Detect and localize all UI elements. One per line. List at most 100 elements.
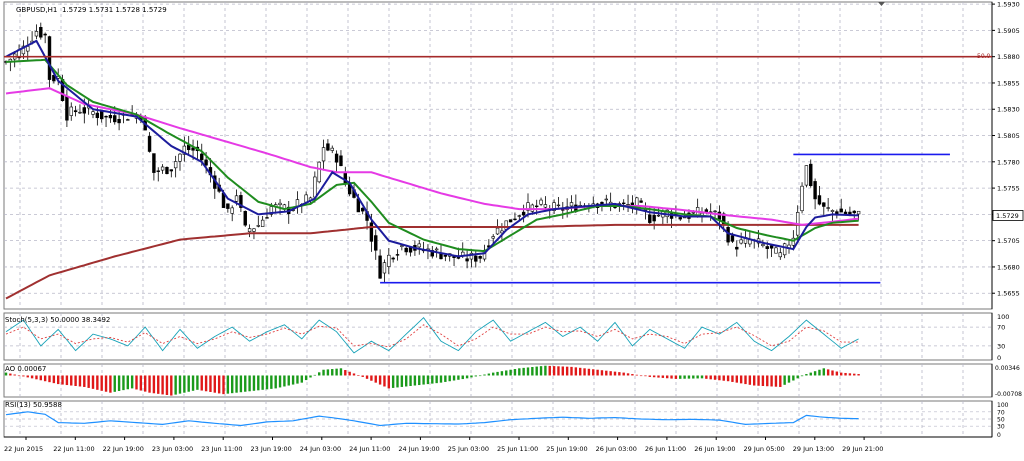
candle-bear[interactable]: [73, 110, 78, 113]
ac-bar[interactable]: [65, 375, 69, 386]
ac-bar[interactable]: [770, 375, 773, 387]
ac-bar[interactable]: [252, 375, 256, 391]
candle-bull[interactable]: [182, 145, 187, 155]
ac-bar[interactable]: [226, 375, 230, 394]
ac-bar[interactable]: [78, 375, 82, 387]
candle-bull[interactable]: [178, 153, 182, 162]
stochastic-plot[interactable]: [5, 317, 859, 354]
ac-bar[interactable]: [152, 375, 156, 394]
ac-bar[interactable]: [526, 367, 530, 376]
ac-bar[interactable]: [822, 368, 825, 376]
ac-bar[interactable]: [326, 369, 330, 376]
ac-bar[interactable]: [626, 373, 630, 376]
ac-bar[interactable]: [639, 375, 643, 377]
ac-bar[interactable]: [170, 375, 173, 396]
candle-bear[interactable]: [765, 246, 769, 249]
candle-bear[interactable]: [843, 211, 848, 215]
ac-bar[interactable]: [809, 372, 812, 376]
ac-bar[interactable]: [557, 366, 560, 376]
ac-bar[interactable]: [91, 375, 95, 389]
ac-bar[interactable]: [474, 375, 477, 377]
candle-bull[interactable]: [800, 185, 804, 212]
ac-bar[interactable]: [161, 375, 164, 395]
candle-bear[interactable]: [43, 33, 47, 36]
candle-bull[interactable]: [269, 206, 274, 215]
ac-bar[interactable]: [674, 375, 678, 379]
ac-bar[interactable]: [405, 375, 408, 387]
candle-bear[interactable]: [52, 74, 56, 82]
ac-bar[interactable]: [144, 375, 147, 392]
candle-bull[interactable]: [234, 195, 239, 202]
candle-bear[interactable]: [639, 200, 643, 203]
candle-bull[interactable]: [804, 165, 809, 186]
ac-bar[interactable]: [496, 371, 499, 376]
ac-bar[interactable]: [726, 375, 730, 382]
ac-bar[interactable]: [492, 372, 495, 376]
ac-bar[interactable]: [217, 375, 221, 394]
ac-bar[interactable]: [87, 375, 90, 388]
candle-bear[interactable]: [226, 203, 230, 209]
ac-bar[interactable]: [696, 375, 699, 379]
candle-bear[interactable]: [369, 222, 374, 242]
ac-bar[interactable]: [165, 375, 169, 395]
ac-bar[interactable]: [692, 375, 695, 379]
ac-bar[interactable]: [130, 375, 134, 389]
ac-bar[interactable]: [239, 375, 243, 393]
ac-bar[interactable]: [844, 372, 847, 376]
candle-bull[interactable]: [252, 228, 256, 232]
ac-bar[interactable]: [270, 375, 273, 389]
ac-bar[interactable]: [548, 365, 551, 376]
candle-bear[interactable]: [100, 110, 104, 120]
candle-bear[interactable]: [726, 226, 730, 243]
ac-bar[interactable]: [609, 371, 612, 376]
ac-bar[interactable]: [9, 373, 12, 376]
ac-bar[interactable]: [587, 368, 591, 376]
candle-bull[interactable]: [526, 202, 530, 211]
ac-bar[interactable]: [248, 375, 251, 392]
ac-bar[interactable]: [452, 375, 456, 381]
ac-bar[interactable]: [600, 370, 604, 376]
candle-bear[interactable]: [243, 211, 247, 226]
ac-bar[interactable]: [35, 375, 38, 380]
ac-bar[interactable]: [757, 375, 760, 386]
ac-bar[interactable]: [200, 375, 203, 391]
ac-bar[interactable]: [122, 375, 125, 391]
ac-bar[interactable]: [74, 375, 77, 386]
ac-bar[interactable]: [61, 375, 64, 385]
ema-mid-line[interactable]: [5, 58, 859, 253]
candle-bull[interactable]: [856, 210, 861, 215]
ac-bar[interactable]: [48, 375, 51, 383]
ac-bar[interactable]: [709, 375, 712, 380]
candle-bear[interactable]: [474, 255, 478, 262]
ac-bar[interactable]: [422, 375, 425, 385]
ac-bar[interactable]: [322, 369, 325, 376]
candle-bear[interactable]: [95, 112, 100, 119]
candle-bear[interactable]: [508, 219, 513, 223]
candle-bear[interactable]: [404, 247, 408, 253]
candle-bull[interactable]: [539, 199, 543, 205]
candle-bull[interactable]: [517, 215, 522, 217]
ac-bar[interactable]: [426, 375, 430, 385]
ac-bar[interactable]: [478, 375, 482, 377]
candle-bear[interactable]: [521, 211, 526, 216]
ac-bar[interactable]: [657, 375, 660, 378]
candle-bull[interactable]: [604, 198, 609, 201]
ac-bar[interactable]: [400, 375, 404, 387]
ac-bar[interactable]: [13, 374, 16, 376]
ac-bar[interactable]: [713, 375, 717, 380]
candle-bear[interactable]: [147, 136, 152, 152]
ac-bar[interactable]: [840, 372, 843, 376]
ac-bar[interactable]: [531, 367, 534, 376]
ac-bar[interactable]: [787, 375, 791, 383]
ac-bar[interactable]: [583, 368, 586, 376]
ac-bar[interactable]: [57, 375, 60, 385]
ac-bar[interactable]: [635, 374, 638, 376]
candle-bear[interactable]: [809, 163, 813, 187]
candle-bull[interactable]: [387, 254, 391, 267]
ac-bar[interactable]: [17, 375, 21, 377]
ac-bar[interactable]: [222, 375, 225, 395]
ac-bar[interactable]: [283, 375, 286, 387]
ac-bar[interactable]: [457, 375, 460, 380]
candle-bear[interactable]: [621, 202, 626, 205]
ac-bar[interactable]: [435, 375, 438, 384]
